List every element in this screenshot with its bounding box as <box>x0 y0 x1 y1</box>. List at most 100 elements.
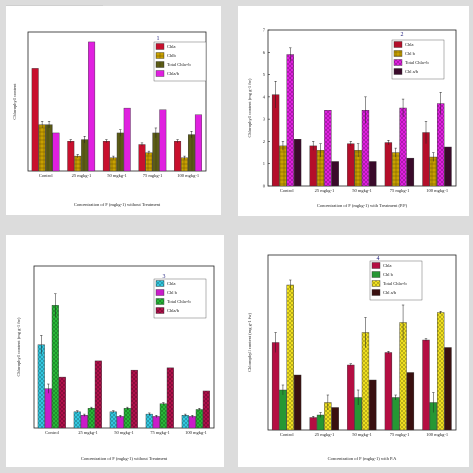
bar <box>347 143 355 187</box>
bar <box>271 342 280 431</box>
error-bar <box>184 413 187 417</box>
bar <box>369 161 377 187</box>
x-tick-label: Control <box>280 432 295 437</box>
bar <box>152 132 160 172</box>
error-bar <box>69 139 72 143</box>
chart-panel-2: 0 1 2 3 4 5 6 7 Control 25 mgkg-1 50 mgkg-1 75 mgkg… <box>238 6 469 216</box>
error-bar <box>319 412 322 418</box>
error-bar <box>387 140 390 145</box>
bar <box>202 390 210 429</box>
bar <box>309 145 317 187</box>
y-tick-label: 4 <box>263 94 266 99</box>
error-bar <box>83 136 86 143</box>
x-tick-label: 75 mgkg-1 <box>143 173 163 178</box>
bar <box>347 364 355 431</box>
bar <box>384 352 393 431</box>
bar <box>324 110 332 187</box>
bar <box>116 416 124 429</box>
error-bar <box>183 155 186 160</box>
error-bar <box>54 293 57 317</box>
x-axis-label: Concentration of F (mgkg-1) with Treatme… <box>317 203 408 208</box>
error-bar <box>432 152 435 162</box>
y-axis-label: Chlorophyll content (mg g-1 fw) <box>247 78 252 137</box>
panel-number: 1 <box>157 36 160 42</box>
bar <box>392 152 400 187</box>
bar <box>44 388 52 429</box>
x-tick-label: 50 mgkg-1 <box>352 188 372 193</box>
x-tick-label: 25 mgkg-1 <box>72 173 92 178</box>
error-bar <box>356 143 360 158</box>
x-tick-label: 50 mgkg-1 <box>107 173 127 178</box>
bar <box>406 372 415 431</box>
bar <box>187 134 195 172</box>
x-tick-label: Control <box>45 430 60 435</box>
bar <box>73 411 81 429</box>
error-bar <box>40 335 43 354</box>
bar <box>293 138 302 187</box>
error-bar <box>356 389 360 405</box>
error-bar <box>394 147 397 158</box>
error-bar <box>439 311 442 314</box>
y-tick-label: 2 <box>263 139 265 144</box>
x-tick-label: 75 mgkg-1 <box>150 430 170 435</box>
y-tick-label: 7 <box>263 28 266 33</box>
bar <box>51 305 59 429</box>
bar <box>331 161 339 187</box>
bar <box>406 157 415 187</box>
chart-3-svg: Control 25 mgkg-1 50 mgkg-1 75 mgkg-1 100 mg… <box>16 265 215 461</box>
error-bar <box>289 279 292 290</box>
legend-swatch <box>393 59 403 66</box>
bar <box>271 94 280 187</box>
error-bar <box>162 402 165 405</box>
error-bar <box>47 121 51 128</box>
bar <box>130 369 138 429</box>
bar <box>195 409 203 429</box>
panel-number: 3 <box>163 274 166 280</box>
bar <box>58 376 66 429</box>
chart-1-svg: Control 25 mgkg-1 50 mgkg-1 75 mgkg-1 100 mg… <box>12 31 207 207</box>
bar <box>45 124 53 172</box>
legend-swatch <box>393 68 403 75</box>
legend-label: Chla/b <box>167 308 180 313</box>
error-bar <box>394 394 397 400</box>
error-bar <box>289 47 292 62</box>
bar <box>422 339 430 431</box>
bar <box>116 132 124 172</box>
y-tick-label: 3 <box>263 117 266 122</box>
error-bar <box>387 351 390 354</box>
legend-swatch <box>155 52 165 59</box>
bar <box>145 413 153 429</box>
error-bar <box>176 139 179 143</box>
bar <box>279 145 287 187</box>
x-tick-label: 25 mgkg-1 <box>78 430 98 435</box>
x-axis-label: Concentration of F (mgkg-1) without Trea… <box>81 456 168 461</box>
error-bar <box>281 384 285 395</box>
y-tick-label: 6 <box>263 50 266 55</box>
x-axis-label: Concentration of F (mgkg-1) with P.A <box>328 456 397 461</box>
error-bar <box>312 141 315 151</box>
legend-label: Chl b <box>167 290 178 295</box>
bar <box>309 417 317 431</box>
bar <box>74 155 82 172</box>
error-bar <box>90 406 93 410</box>
error-bar <box>140 142 144 147</box>
legend-label: Chlb <box>167 53 177 58</box>
legend-label: Total Chla+b <box>167 299 191 304</box>
x-tick-label: 100 mgkg-1 <box>185 430 207 435</box>
error-bar <box>312 416 315 419</box>
panel-number: 4 <box>377 256 380 262</box>
chart-panel-4: Control 25 mgkg-1 50 mgkg-1 75 mgkg-1 100 mg… <box>238 235 469 467</box>
x-tick-label: 75 mgkg-1 <box>390 432 410 437</box>
error-bar <box>119 415 122 418</box>
error-bar <box>364 317 367 348</box>
legend-label: Chl a/b <box>383 290 397 295</box>
error-bar <box>274 332 277 353</box>
bar <box>384 142 393 187</box>
bar <box>37 344 45 429</box>
x-tick-label: 50 mgkg-1 <box>114 430 134 435</box>
bar <box>286 284 294 431</box>
bar <box>392 397 400 431</box>
error-bar <box>349 141 353 146</box>
error-bar <box>40 121 44 128</box>
legend-label: Total Chla+b <box>167 62 191 67</box>
